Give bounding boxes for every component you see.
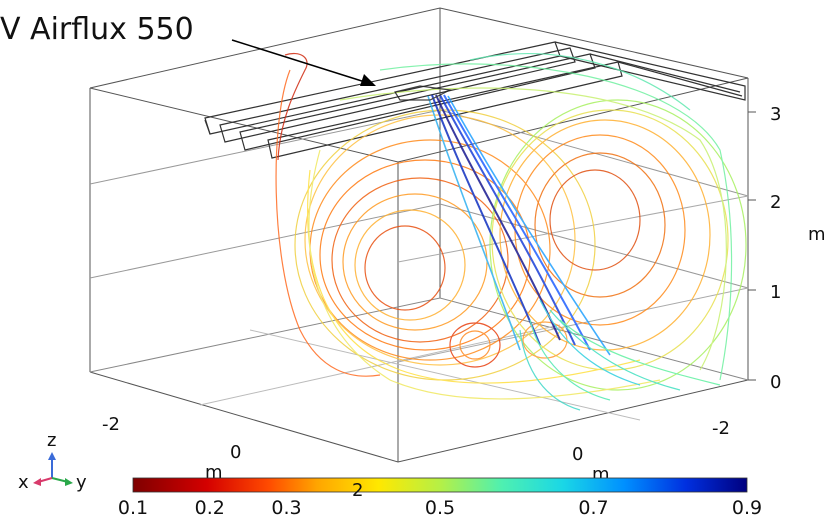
y-tick-0: 0 [572,444,583,465]
grid-line-6 [397,287,749,363]
vortex-bottom-1 [449,322,501,368]
colorbar-gradient [132,477,748,493]
vortex-right-2 [534,152,666,298]
jet-core-4 [431,94,541,346]
jet-spread-1 [539,299,641,386]
vortex-right-3 [549,169,641,271]
colorbar-overlap-label: 2 [352,480,363,501]
y-tick-neg2: -2 [712,418,730,439]
colorbar-tick-label: 0.7 [578,497,608,519]
y-axis: 0 -2 m [572,418,730,485]
streamline-red [277,52,308,161]
annotation: V Airflux 550 [0,12,376,86]
triad-y: y [76,472,87,493]
colorbar-tick-label: 0.2 [195,497,225,519]
jet-core-5 [447,95,611,356]
streamline-outer-4 [379,63,733,381]
colorbar-tick-label: 0.1 [118,497,148,519]
z-tick-3: 3 [770,104,781,125]
vortex-right-6 [489,99,747,391]
diffuser [394,85,453,101]
z-tick-0: 0 [770,372,781,393]
vortex-bottom-3 [522,321,568,359]
triad-z: z [47,430,56,451]
colorbar-ticks: 0.1 0.2 0.3 0.5 0.7 0.9 [118,497,762,519]
vortex-bottom-2 [459,330,491,360]
jet-spread-2 [549,309,681,391]
streamline-outer-5 [469,53,691,111]
grid-line-2 [89,203,441,279]
jet-core-2 [439,94,576,346]
streamline-left-wall [275,69,381,377]
box-back-bottom [89,297,749,381]
colorbar-tick-label: 0.9 [732,497,762,519]
z-unit: m [808,224,826,245]
vortex-right-4 [499,119,711,351]
annotation-text: V Airflux 550 [0,12,194,47]
streamlines [275,52,747,411]
vortex-right-5 [491,109,729,371]
z-tick-1: 1 [770,282,781,303]
vortex-left-1 [309,139,551,361]
jet-spread-4 [559,319,721,386]
grid-line-5 [397,195,749,263]
colorbar-tick-label: 0.5 [425,497,455,519]
jet-spread-3 [529,319,611,401]
z-axis: 3 2 1 0 m [748,104,826,393]
annotation-arrow-line [231,39,366,83]
x-tick-0: 0 [230,442,241,463]
grid-line-4 [439,203,749,289]
jet-core-1 [435,94,561,341]
colorbar-tick-label: 0.3 [271,497,301,519]
streamline-outer-2 [308,149,661,400]
jet-spread-5 [519,329,581,411]
x-axis: -2 0 m [102,414,241,483]
z-tick-2: 2 [770,192,781,213]
grid-line-7 [199,324,561,406]
box-front-bottom [89,371,749,463]
grid-line-8 [249,329,641,421]
triad-x: x [18,472,29,493]
streamline-outer-3 [339,87,727,371]
vortex-left-6 [364,225,446,311]
x-tick-neg2: -2 [102,414,120,435]
colorbar: 2 0.1 0.2 0.3 0.5 0.7 0.9 [118,477,762,519]
axis-triad: z x y [18,430,87,493]
vortex-left-3 [331,177,509,343]
annotation-arrow-head [360,74,376,86]
jet-core-3 [443,94,591,351]
room-box [89,7,749,463]
vortex-left-5 [354,209,466,321]
jet-core-6 [427,95,521,351]
